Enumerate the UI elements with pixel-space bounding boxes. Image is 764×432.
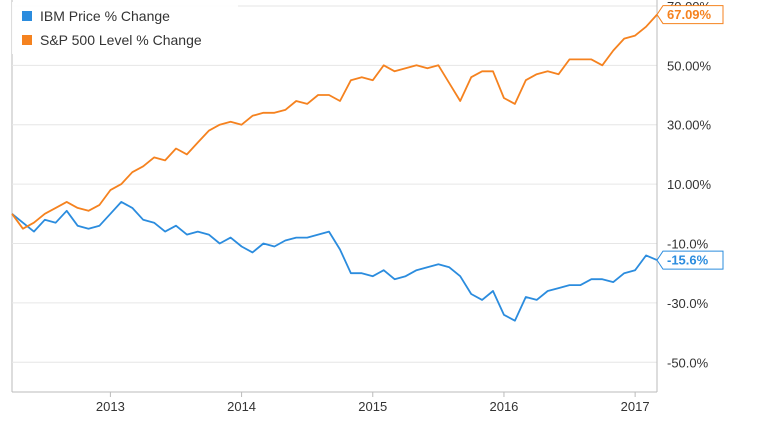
series-lines <box>11 13 658 322</box>
legend-swatch-sp500 <box>22 35 32 45</box>
x-tick-label: 2017 <box>621 399 650 414</box>
x-tick-label: 2014 <box>227 399 256 414</box>
x-tick-label: 2016 <box>489 399 518 414</box>
y-tick-label: -10.0% <box>667 237 709 252</box>
y-tick-label: -50.0% <box>667 355 709 370</box>
end-label-box <box>656 250 724 270</box>
y-tick-label: -30.0% <box>667 296 709 311</box>
gridlines <box>11 0 657 392</box>
legend-swatch-ibm <box>22 11 32 21</box>
legend-label-ibm: IBM Price % Change <box>40 8 170 24</box>
y-tick-labels: 70.00%50.00%30.00%10.00%-10.0%-30.0%-50.… <box>667 0 712 370</box>
end-value-labels: -15.6% 67.09% <box>656 5 724 270</box>
series-line-0 <box>11 200 658 322</box>
x-tick-labels: 2013 2014 2015 2016 2017 <box>96 392 650 414</box>
end-label-box <box>656 5 724 25</box>
end-label-0: -15.6% <box>656 250 724 270</box>
end-label-text: 67.09% <box>667 7 712 22</box>
legend: IBM Price % Change S&P 500 Level % Chang… <box>12 2 238 54</box>
x-tick-label: 2013 <box>96 399 125 414</box>
series-line-1 <box>11 13 658 230</box>
end-label-text: -15.6% <box>667 253 709 268</box>
y-tick-label: 30.00% <box>667 118 712 133</box>
x-tick-label: 2015 <box>358 399 387 414</box>
y-tick-label: 10.00% <box>667 177 712 192</box>
end-label-1: 67.09% <box>656 5 724 25</box>
legend-box <box>12 2 238 54</box>
y-tick-label: 50.00% <box>667 58 712 73</box>
legend-label-sp500: S&P 500 Level % Change <box>40 32 202 48</box>
